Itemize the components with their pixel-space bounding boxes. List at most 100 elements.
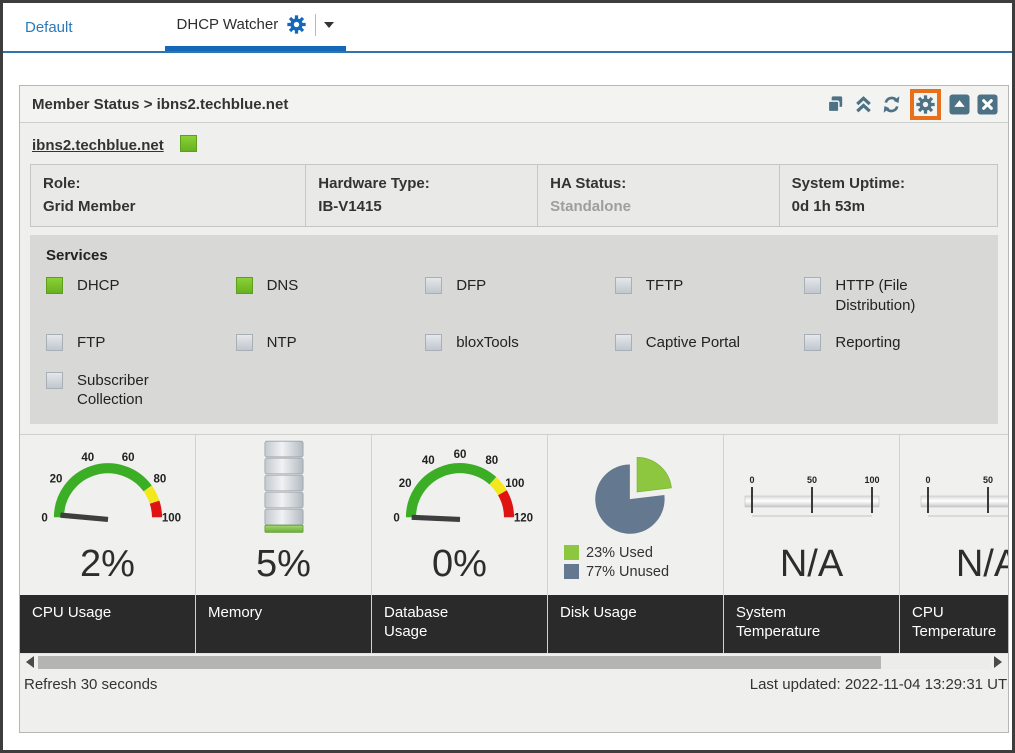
widget-cpu-usage: 0 20 40 60 80 100 2% CPU Usage bbox=[20, 435, 196, 653]
svg-text:0: 0 bbox=[393, 512, 399, 524]
tab-default-label: Default bbox=[25, 19, 73, 36]
service-status-icon bbox=[46, 277, 63, 294]
memory-stack-gauge bbox=[196, 435, 371, 539]
tab-dropdown-caret-icon[interactable] bbox=[324, 22, 334, 28]
widget-database-usage: 0 20 40 60 80 100 120 0% Database Usage bbox=[372, 435, 548, 653]
member-status-icon bbox=[180, 135, 197, 152]
svg-text:40: 40 bbox=[81, 452, 94, 464]
info-value: IB-V1415 bbox=[318, 196, 525, 219]
used-swatch bbox=[564, 545, 579, 560]
service-bloxtools: bloxTools bbox=[423, 333, 605, 353]
cpu-usage-value: 2% bbox=[80, 539, 135, 591]
service-tftp: TFTP bbox=[613, 276, 795, 315]
scroll-right-arrow-icon[interactable] bbox=[994, 656, 1002, 668]
svg-text:100: 100 bbox=[505, 478, 524, 490]
refresh-icon[interactable] bbox=[881, 94, 902, 115]
service-ntp: NTP bbox=[234, 333, 416, 353]
svg-text:0: 0 bbox=[925, 475, 930, 485]
info-label: HA Status: bbox=[550, 175, 626, 192]
legend-item-used: 23% Used bbox=[564, 545, 669, 561]
service-dhcp: DHCP bbox=[44, 276, 226, 315]
status-widgets-row: 0 20 40 60 80 100 2% CPU Usage bbox=[20, 434, 1008, 653]
service-captive-portal: Captive Portal bbox=[613, 333, 795, 353]
system-temperature-gauge: 0 50 100 bbox=[724, 435, 899, 539]
service-status-icon bbox=[425, 277, 442, 294]
service-subscriber-collection: Subscriber Collection bbox=[44, 371, 226, 410]
scroll-left-arrow-icon[interactable] bbox=[26, 656, 34, 668]
database-usage-value: 0% bbox=[432, 539, 487, 591]
panel-footer: Refresh 30 seconds Last updated: 2022-11… bbox=[20, 671, 1008, 699]
service-dns: DNS bbox=[234, 276, 416, 315]
collapse-all-icon[interactable] bbox=[853, 94, 874, 115]
info-value: Grid Member bbox=[43, 196, 293, 219]
widget-memory: 5% Memory bbox=[196, 435, 372, 653]
panel-body: ibns2.techblue.net Role: Grid Member Har… bbox=[20, 123, 1008, 424]
disk-usage-legend: 23% Used 77% Unused bbox=[564, 545, 669, 583]
svg-text:20: 20 bbox=[398, 478, 411, 490]
service-status-icon bbox=[46, 334, 63, 351]
service-ftp: FTP bbox=[44, 333, 226, 353]
cpu-temperature-label: CPU Temperature bbox=[900, 595, 1008, 653]
service-status-icon bbox=[236, 277, 253, 294]
system-temperature-label: System Temperature bbox=[724, 595, 899, 653]
service-status-icon bbox=[615, 334, 632, 351]
disk-usage-label: Disk Usage bbox=[548, 595, 723, 653]
widget-cpu-temperature: 0 50 100 N/A CPU Temperature bbox=[900, 435, 1008, 653]
minimize-panel-icon[interactable] bbox=[949, 94, 970, 115]
tab-gear-icon[interactable] bbox=[286, 14, 307, 35]
unused-swatch bbox=[564, 564, 579, 579]
database-usage-label: Database Usage bbox=[372, 595, 547, 653]
legend-item-unused: 77% Unused bbox=[564, 564, 669, 580]
svg-text:80: 80 bbox=[485, 454, 498, 466]
svg-text:40: 40 bbox=[421, 454, 434, 466]
service-dfp: DFP bbox=[423, 276, 605, 315]
database-usage-gauge: 0 20 40 60 80 100 120 bbox=[372, 435, 547, 539]
settings-gear-icon[interactable] bbox=[915, 94, 936, 115]
tab-dhcp-watcher[interactable]: DHCP Watcher bbox=[165, 3, 347, 51]
service-status-icon bbox=[425, 334, 442, 351]
member-info-table: Role: Grid Member Hardware Type: IB-V141… bbox=[30, 164, 998, 227]
cpu-usage-gauge: 0 20 40 60 80 100 bbox=[20, 435, 195, 539]
info-value: 0d 1h 53m bbox=[792, 196, 985, 219]
svg-text:50: 50 bbox=[982, 475, 992, 485]
member-row: ibns2.techblue.net bbox=[30, 131, 998, 164]
memory-value: 5% bbox=[256, 539, 311, 591]
services-title: Services bbox=[46, 247, 984, 264]
svg-text:60: 60 bbox=[453, 449, 466, 461]
scrollbar-track[interactable] bbox=[38, 656, 990, 669]
service-status-icon bbox=[804, 277, 821, 294]
memory-label: Memory bbox=[196, 595, 371, 653]
dashboard-tab-bar: Default DHCP Watcher bbox=[3, 3, 1012, 53]
svg-text:0: 0 bbox=[749, 475, 754, 485]
widget-system-temperature: 0 50 100 N/A System Temperature bbox=[724, 435, 900, 653]
member-link[interactable]: ibns2.techblue.net bbox=[32, 137, 164, 154]
tab-divider bbox=[315, 14, 316, 36]
disk-usage-pie-chart bbox=[548, 435, 723, 541]
service-status-icon bbox=[236, 334, 253, 351]
service-status-icon bbox=[46, 372, 63, 389]
member-status-panel: Member Status > ibns2.techblue.net bbox=[19, 85, 1009, 733]
refresh-interval-text: Refresh 30 seconds bbox=[24, 676, 157, 693]
svg-text:100: 100 bbox=[161, 512, 180, 524]
service-status-icon bbox=[804, 334, 821, 351]
services-grid: DHCP DNS DFP TFTP HTTP (File Distributio… bbox=[44, 276, 984, 410]
horizontal-scrollbar bbox=[20, 653, 1008, 671]
panel-toolbar bbox=[825, 89, 998, 120]
info-label: System Uptime: bbox=[792, 175, 905, 192]
svg-text:80: 80 bbox=[153, 473, 166, 485]
cpu-temperature-gauge: 0 50 100 bbox=[900, 435, 1008, 539]
last-updated-text: Last updated: 2022-11-04 13:29:31 UTC bbox=[750, 676, 1008, 693]
settings-highlight-box bbox=[910, 89, 941, 120]
duplicate-panel-icon[interactable] bbox=[825, 94, 846, 115]
tab-default[interactable]: Default bbox=[19, 3, 79, 51]
scrollbar-thumb[interactable] bbox=[38, 656, 881, 669]
svg-text:100: 100 bbox=[864, 475, 879, 485]
close-panel-icon[interactable] bbox=[977, 94, 998, 115]
info-cell-system-uptime: System Uptime: 0d 1h 53m bbox=[780, 165, 997, 226]
services-section: Services DHCP DNS DFP TFTP HTTP (File Di… bbox=[30, 235, 998, 424]
member-status-dashboard: { "tabs": { "default_label": "Default", … bbox=[0, 0, 1015, 753]
info-value: Standalone bbox=[550, 196, 767, 219]
svg-text:120: 120 bbox=[513, 512, 532, 524]
svg-text:60: 60 bbox=[121, 452, 134, 464]
info-cell-hardware-type: Hardware Type: IB-V1415 bbox=[306, 165, 538, 226]
